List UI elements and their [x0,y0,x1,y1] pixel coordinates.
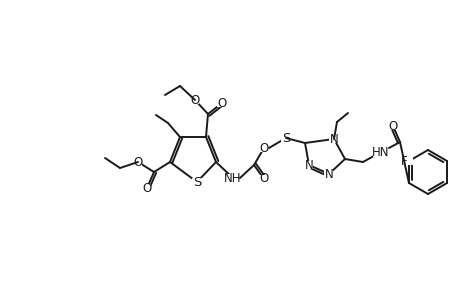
Text: N: N [329,133,338,146]
Text: N: N [324,167,333,181]
FancyBboxPatch shape [142,184,151,192]
Text: O: O [190,94,199,106]
Text: O: O [259,172,268,185]
Text: O: O [387,119,397,133]
FancyBboxPatch shape [259,175,268,183]
FancyBboxPatch shape [403,157,413,165]
Text: F: F [400,154,406,167]
FancyBboxPatch shape [372,148,388,157]
FancyBboxPatch shape [191,178,202,187]
FancyBboxPatch shape [225,173,240,182]
Text: O: O [133,155,142,169]
Text: HN: HN [371,146,389,158]
FancyBboxPatch shape [217,99,226,107]
FancyBboxPatch shape [304,161,313,169]
Text: S: S [281,131,290,145]
FancyBboxPatch shape [190,96,199,104]
FancyBboxPatch shape [259,144,268,152]
FancyBboxPatch shape [280,134,291,142]
Text: O: O [142,182,151,194]
Text: N: N [304,158,313,172]
Text: O: O [217,97,226,110]
Text: O: O [259,142,268,154]
FancyBboxPatch shape [329,135,338,143]
FancyBboxPatch shape [324,170,333,178]
Text: NH: NH [224,172,241,184]
Text: S: S [192,176,201,188]
FancyBboxPatch shape [133,158,142,166]
FancyBboxPatch shape [388,122,397,130]
